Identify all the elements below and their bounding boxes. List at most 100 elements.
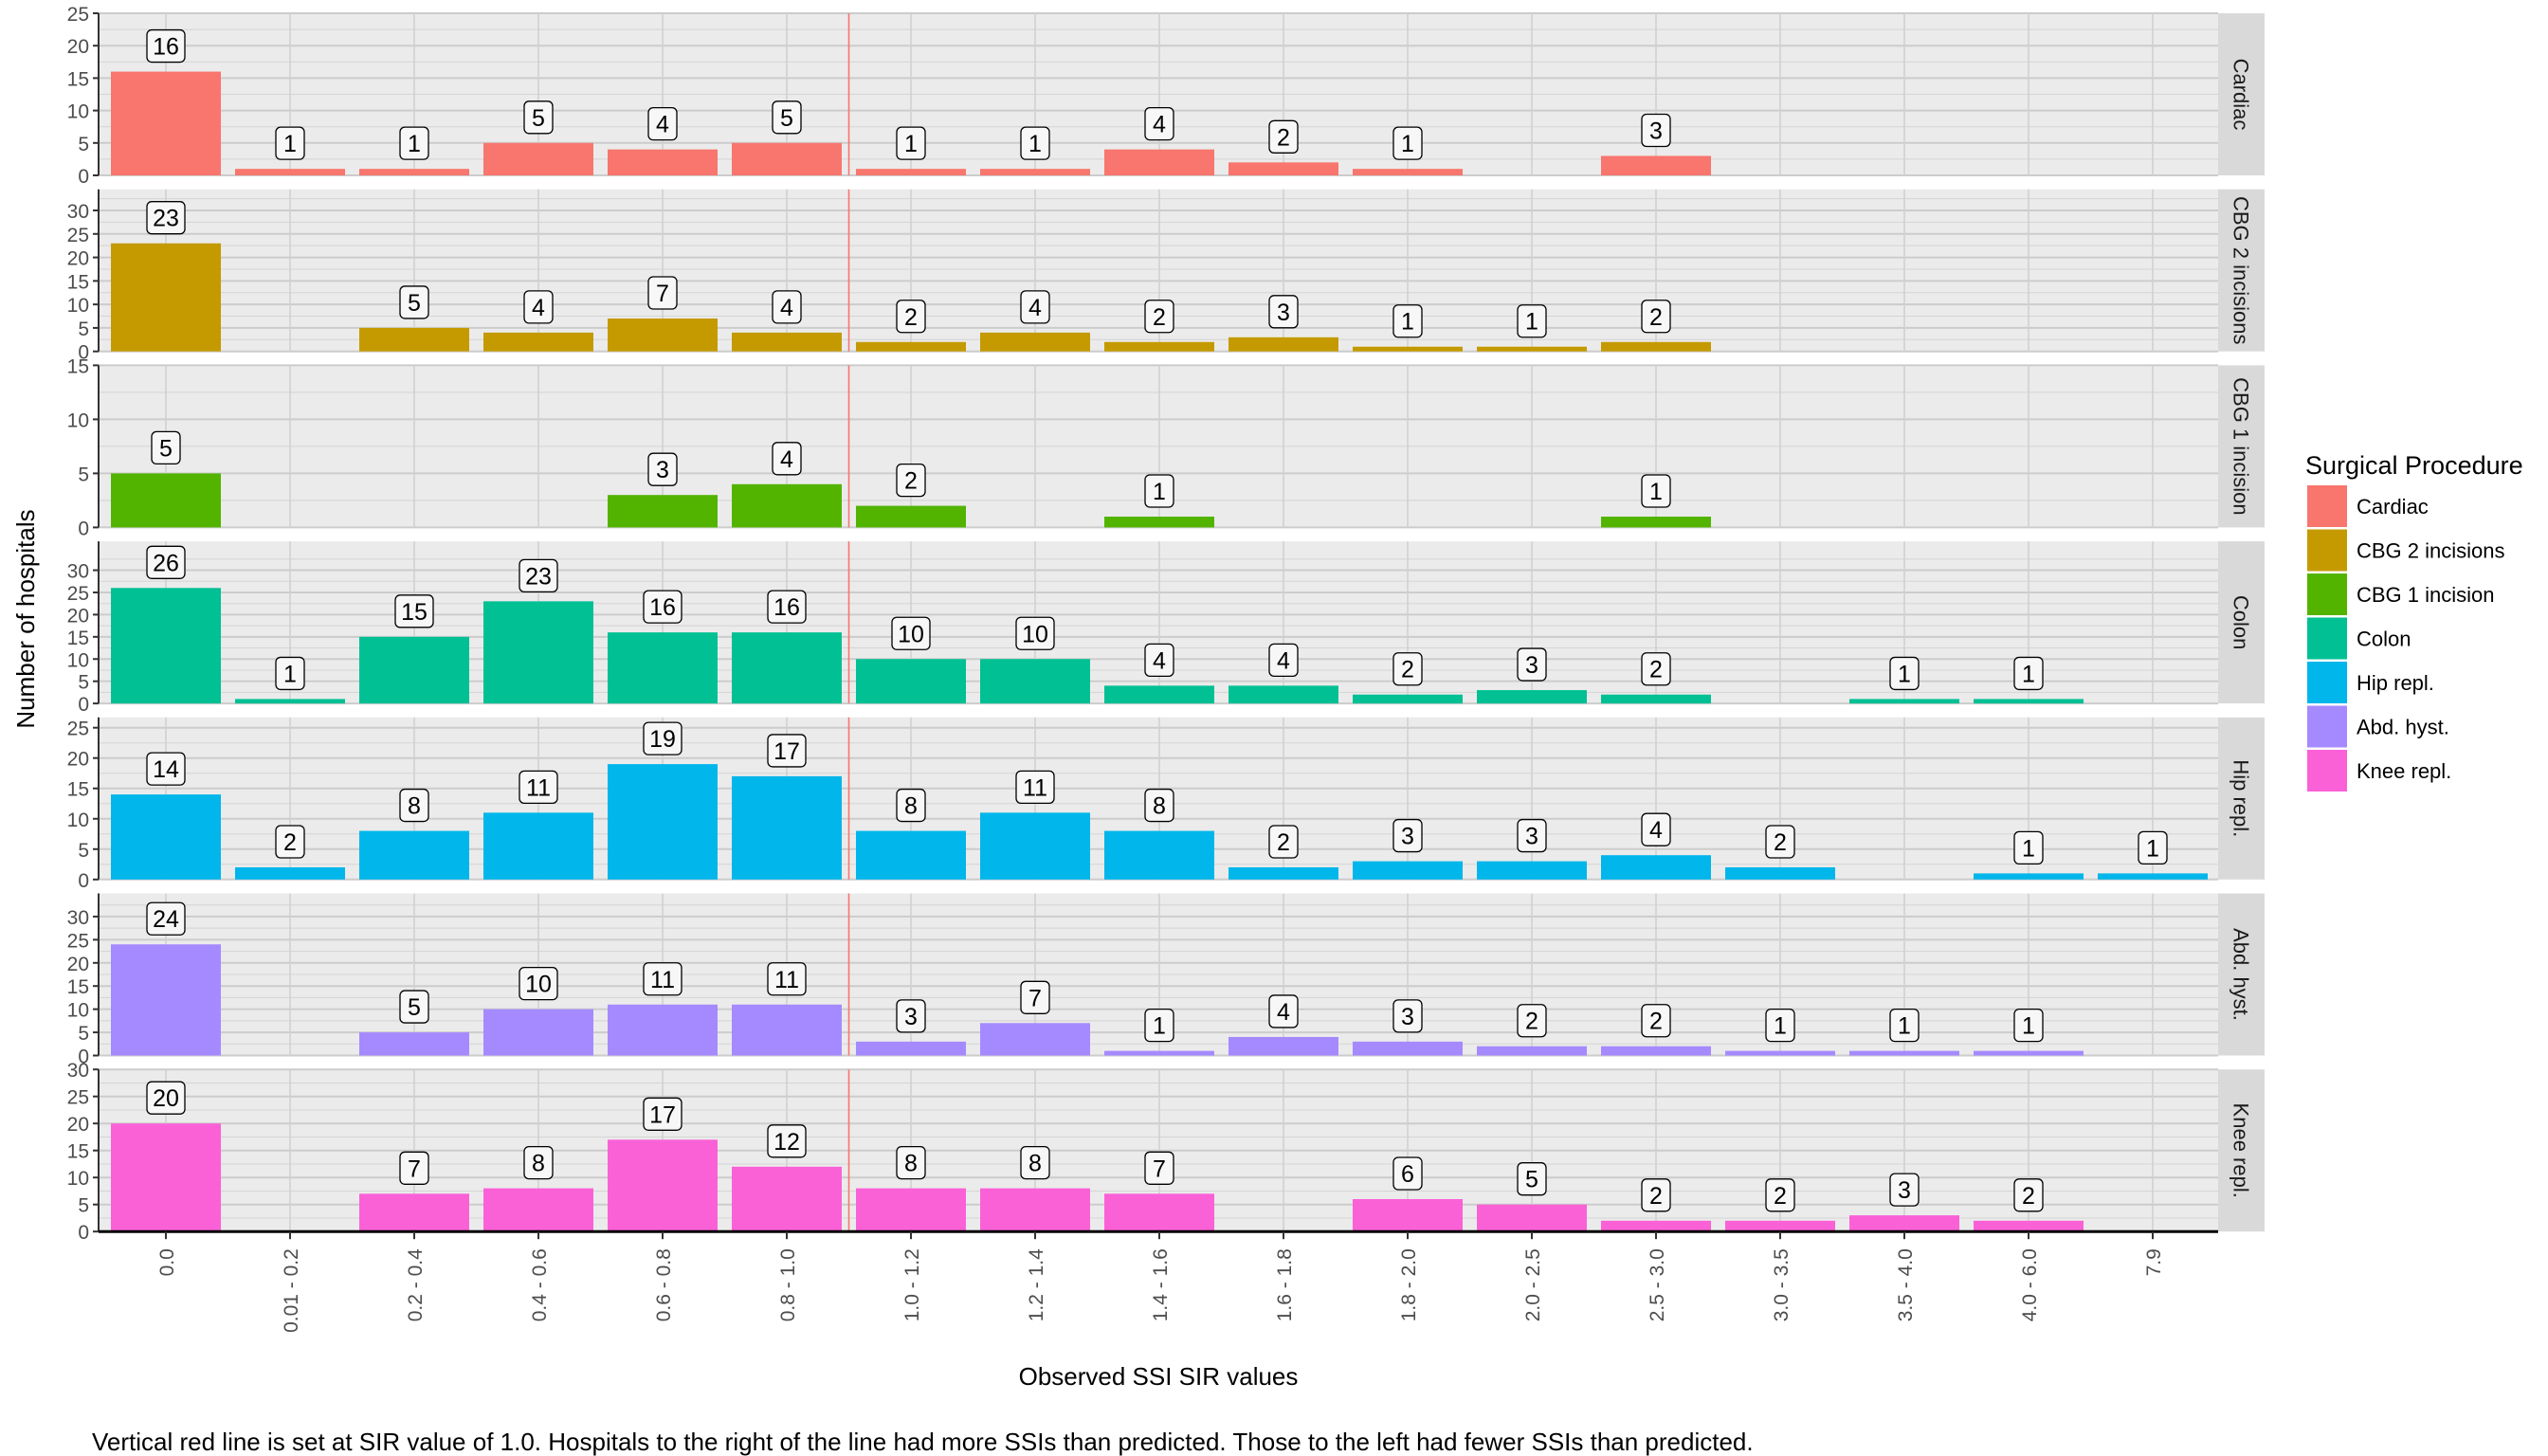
y-tick-label: 5 — [78, 318, 89, 340]
bar — [1601, 1220, 1711, 1232]
bar — [483, 812, 593, 880]
svg-text:11: 11 — [774, 967, 799, 993]
svg-text:16: 16 — [153, 34, 179, 61]
svg-text:1: 1 — [1898, 1013, 1911, 1040]
bar-label: 1 — [1889, 1008, 1920, 1043]
x-tick-label: 2.0 - 2.5 — [1522, 1248, 1544, 1321]
bar-label: 10 — [1015, 616, 1055, 650]
y-tick-label: 10 — [67, 1000, 89, 1022]
strip — [2218, 13, 2265, 175]
legend-label: Abd. hyst. — [2357, 716, 2449, 739]
bar-label: 2 — [1144, 300, 1174, 334]
svg-text:11: 11 — [650, 967, 675, 993]
y-tick-label: 10 — [67, 410, 89, 431]
svg-text:1: 1 — [1525, 309, 1538, 336]
y-tick-label: 10 — [67, 1168, 89, 1190]
svg-text:3: 3 — [1277, 300, 1290, 326]
legend-label: Colon — [2357, 628, 2411, 651]
y-tick-label: 30 — [67, 907, 89, 929]
bar-label: 20 — [146, 1081, 186, 1115]
svg-text:6: 6 — [1401, 1161, 1414, 1188]
bar — [1104, 1050, 1214, 1056]
bar-label: 4 — [1641, 812, 1671, 846]
svg-text:3: 3 — [1898, 1177, 1911, 1204]
svg-text:3: 3 — [904, 1004, 918, 1030]
svg-text:7: 7 — [408, 1156, 421, 1182]
y-tick-label: 0 — [78, 870, 89, 892]
legend-label: Knee repl. — [2357, 759, 2451, 783]
bar — [1725, 1050, 1835, 1056]
svg-text:1: 1 — [904, 131, 918, 157]
svg-text:19: 19 — [649, 726, 676, 753]
svg-text:24: 24 — [153, 906, 179, 933]
svg-text:14: 14 — [153, 756, 179, 783]
svg-text:2: 2 — [1277, 124, 1290, 151]
bar — [235, 169, 345, 175]
legend-swatch — [2307, 529, 2347, 572]
strip-label: Cardiac — [2230, 59, 2253, 131]
svg-text:7: 7 — [1153, 1156, 1166, 1182]
bar-label: 4 — [1268, 643, 1299, 678]
y-tick-label: 5 — [78, 134, 89, 155]
bar-label: 1 — [1020, 126, 1050, 160]
legend-item-colon: Colon — [2307, 617, 2411, 660]
x-tick-label: 0.8 - 1.0 — [777, 1248, 799, 1321]
svg-text:5: 5 — [408, 994, 421, 1021]
svg-text:23: 23 — [525, 563, 552, 590]
bar — [483, 1188, 593, 1232]
x-tick-label: 7.9 — [2143, 1248, 2165, 1276]
legend-label: Hip repl. — [2357, 671, 2434, 695]
bar-label: 19 — [643, 721, 682, 755]
svg-text:3: 3 — [1525, 652, 1538, 679]
bar — [1974, 699, 2084, 704]
legend-label: CBG 2 incisions — [2357, 539, 2505, 563]
bar-label: 4 — [772, 442, 802, 476]
svg-text:2: 2 — [1649, 304, 1663, 331]
bar — [1601, 517, 1711, 528]
bar-label: 2 — [1517, 1004, 1547, 1038]
y-tick-label: 5 — [78, 1023, 89, 1045]
bar-label: 17 — [643, 1097, 682, 1131]
y-tick-label: 20 — [67, 248, 89, 270]
svg-text:1: 1 — [1774, 1013, 1787, 1040]
svg-text:1: 1 — [1898, 661, 1911, 687]
bar-label: 5 — [772, 100, 802, 135]
bar — [980, 659, 1090, 704]
bar — [1601, 1046, 1711, 1056]
svg-text:2: 2 — [1153, 304, 1166, 331]
bar — [1353, 169, 1463, 175]
bar — [732, 775, 842, 880]
x-tick-label: 0.0 — [156, 1248, 178, 1276]
x-axis: 0.0 0.01 - 0.2 0.2 - 0.4 0.4 - 0.6 0.6 - 0.8… — [99, 1229, 2218, 1333]
bar-label: 14 — [146, 752, 186, 786]
svg-text:12: 12 — [774, 1129, 800, 1156]
x-tick-label: 0.4 - 0.6 — [529, 1248, 551, 1321]
svg-text:1: 1 — [2022, 661, 2035, 687]
svg-text:17: 17 — [649, 1101, 676, 1128]
svg-text:1: 1 — [1649, 479, 1663, 505]
bar-label: 1 — [1765, 1008, 1795, 1043]
bar — [608, 149, 718, 175]
svg-text:4: 4 — [1649, 817, 1663, 844]
bar — [732, 142, 842, 175]
y-tick-label: 10 — [67, 101, 89, 123]
bar-label: 11 — [519, 770, 558, 805]
svg-text:2: 2 — [2022, 1183, 2035, 1210]
bar-label: 3 — [1392, 999, 1423, 1033]
legend-label: CBG 1 incision — [2357, 583, 2495, 607]
svg-text:5: 5 — [159, 435, 173, 462]
bar — [1477, 861, 1587, 880]
svg-text:10: 10 — [525, 972, 552, 998]
y-tick-label: 25 — [67, 583, 89, 605]
bar — [111, 944, 221, 1056]
bar — [111, 1123, 221, 1232]
bar-label: 2 — [896, 300, 926, 334]
y-tick-label: 30 — [67, 561, 89, 583]
svg-text:1: 1 — [408, 131, 421, 157]
bar — [359, 1193, 469, 1232]
bar-label: 2 — [1641, 300, 1671, 334]
